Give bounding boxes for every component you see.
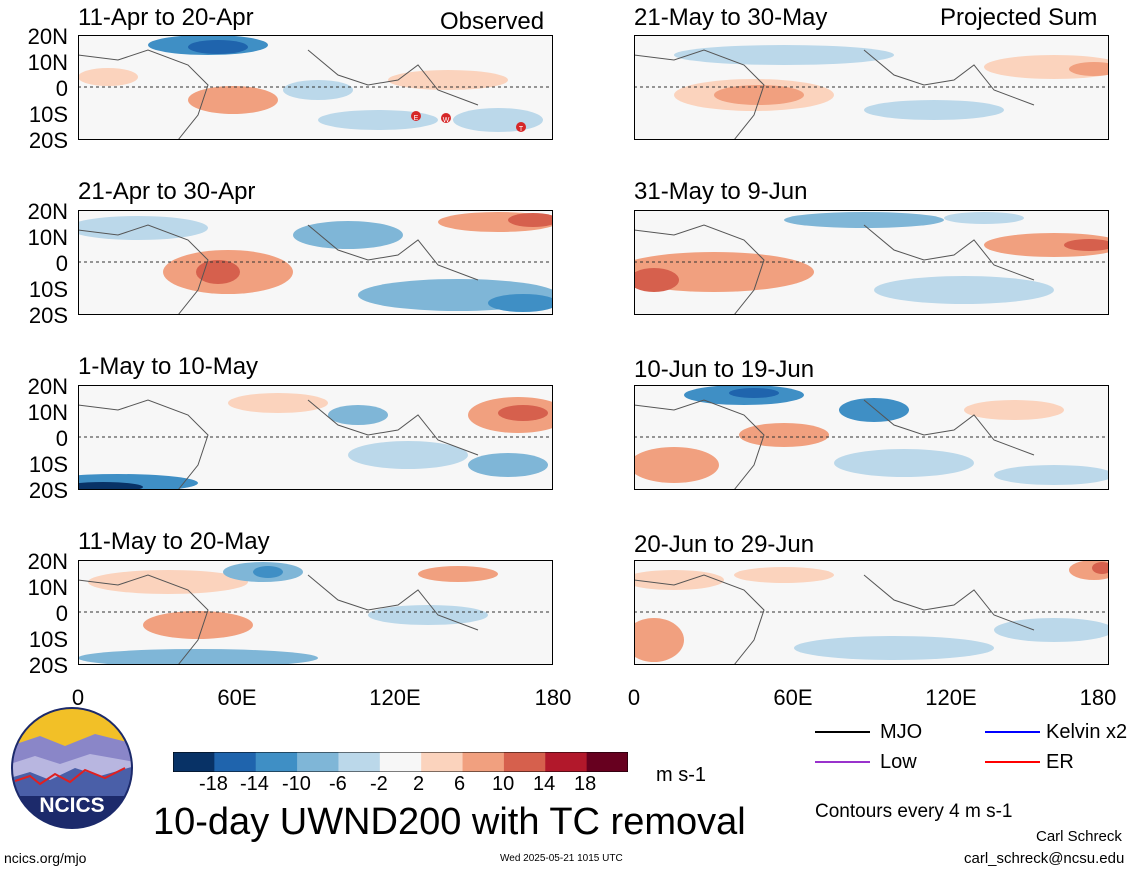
colorbar-tick: 2 — [413, 773, 425, 795]
colorbar-swatch — [421, 752, 464, 772]
panel-title: 20-Jun to 29-Jun — [634, 531, 815, 558]
map-panel-left-2 — [78, 210, 553, 315]
colorbar-swatch — [462, 752, 505, 772]
y-tick-label: 10N — [27, 575, 68, 600]
logo-text: NCICS — [39, 794, 104, 817]
y-tick-label: 10S — [28, 452, 68, 477]
tc-marker-icon — [441, 113, 451, 123]
y-tick-label: 20N — [27, 199, 68, 224]
colorbar-swatch — [255, 752, 298, 772]
legend-label-low: Low — [880, 751, 917, 773]
colorbar — [173, 752, 628, 772]
y-tick-label: 10S — [28, 102, 68, 127]
y-tick-label: 10N — [27, 225, 68, 250]
x-tick-label: 120E — [369, 685, 421, 710]
legend-swatches-left — [815, 731, 870, 763]
author-name: Carl Schreck — [1036, 828, 1122, 845]
y-tick-label: 10S — [28, 277, 68, 302]
x-tick-label: 60E — [217, 685, 257, 710]
y-tick-label: 10N — [27, 50, 68, 75]
website-link[interactable]: ncics.org/mjo — [4, 850, 87, 866]
tc-mark-label: E — [414, 115, 419, 122]
colorbar-swatch — [586, 752, 628, 772]
main-title: 10-day UWND200 with TC removal — [153, 801, 746, 843]
colorbar-tick: -18 — [199, 773, 228, 795]
map-panel-left-1: E W T — [78, 35, 553, 140]
panel-title: 11-May to 20-May — [78, 528, 270, 555]
legend-label-kelvin: Kelvin x2 — [1046, 721, 1128, 743]
colorbar-swatch — [173, 752, 215, 772]
y-tick-label: 0 — [55, 251, 68, 276]
map-panel-right-2 — [634, 210, 1109, 315]
author-email[interactable]: carl_schreck@ncsu.edu — [964, 850, 1125, 867]
projected-label: Projected Sum — [940, 4, 1098, 31]
colorbar-swatch — [338, 752, 381, 772]
y-tick-label: 0 — [55, 76, 68, 101]
panel-title: 21-May to 30-May — [634, 4, 828, 31]
colorbar-tick: -14 — [240, 773, 269, 795]
y-tick-label: 0 — [55, 601, 68, 626]
legend-swatches-right — [985, 731, 1040, 763]
y-tick-label: 20S — [28, 128, 68, 153]
y-tick-label: 20S — [28, 303, 68, 328]
colorbar-tick: 6 — [454, 773, 466, 795]
tc-marker-icon — [516, 122, 526, 132]
y-tick-label: 10S — [28, 627, 68, 652]
colorbar-tick: 10 — [492, 773, 515, 795]
contours-note: Contours every 4 m s-1 — [815, 801, 1013, 822]
colorbar-swatch — [379, 752, 422, 772]
colorbar-tick: -2 — [370, 773, 388, 795]
map-panel-left-4 — [78, 560, 553, 665]
x-tick-label: 60E — [773, 685, 813, 710]
map-panel-right-3 — [634, 385, 1109, 490]
y-tick-label: 20N — [27, 374, 68, 399]
legend-label-er: ER — [1046, 751, 1074, 773]
colorbar-swatch — [545, 752, 588, 772]
x-tick-label: 180 — [1079, 685, 1117, 710]
colorbar-tick: 18 — [574, 773, 597, 795]
y-tick-label: 20N — [27, 24, 68, 49]
map-panel-left-3 — [78, 385, 553, 490]
x-tick-label: 180 — [534, 685, 572, 710]
y-tick-label: 20S — [28, 478, 68, 503]
panel-title: 10-Jun to 19-Jun — [634, 356, 815, 383]
map-panel-right-4 — [634, 560, 1109, 665]
tc-mark-label: W — [443, 117, 450, 124]
y-tick-label: 0 — [55, 426, 68, 451]
x-tick-label: 0 — [71, 685, 85, 710]
y-tick-label: 10N — [27, 400, 68, 425]
ncics-logo: NCICS — [11, 707, 133, 829]
x-tick-label: 0 — [627, 685, 641, 710]
map-panel-right-1 — [634, 35, 1109, 140]
tc-mark-label: T — [519, 126, 524, 133]
colorbar-tick: -6 — [329, 773, 347, 795]
colorbar-swatch — [503, 752, 546, 772]
timestamp: Wed 2025-05-21 1015 UTC — [500, 853, 623, 864]
x-tick-label: 120E — [925, 685, 977, 710]
colorbar-swatch — [297, 752, 339, 772]
panel-title: 31-May to 9-Jun — [634, 178, 808, 205]
panel-title: 11-Apr to 20-Apr — [78, 4, 254, 31]
observed-label: Observed — [440, 8, 545, 35]
colorbar-unit: m s-1 — [656, 764, 706, 786]
legend-label-mjo: MJO — [880, 721, 923, 743]
panel-title: 1-May to 10-May — [78, 353, 259, 380]
panel-title: 21-Apr to 30-Apr — [78, 178, 256, 205]
y-tick-label: 20N — [27, 549, 68, 574]
y-tick-label: 20S — [28, 653, 68, 678]
tc-marker-icon — [411, 111, 421, 121]
colorbar-tick: 14 — [533, 773, 556, 795]
colorbar-swatch — [214, 752, 257, 772]
colorbar-tick: -10 — [282, 773, 311, 795]
